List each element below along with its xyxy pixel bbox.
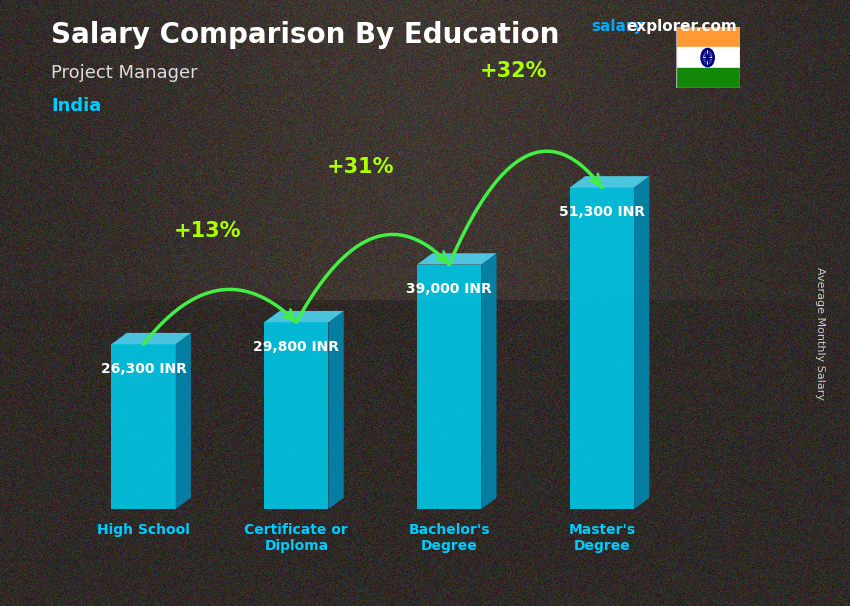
Text: explorer.com: explorer.com — [626, 19, 737, 35]
Polygon shape — [417, 265, 481, 509]
Text: 26,300 INR: 26,300 INR — [100, 362, 186, 376]
Polygon shape — [417, 253, 496, 265]
Polygon shape — [111, 344, 176, 509]
Polygon shape — [481, 253, 496, 509]
Text: India: India — [51, 97, 101, 115]
Text: Project Manager: Project Manager — [51, 64, 197, 82]
Polygon shape — [570, 187, 634, 509]
Text: salary: salary — [591, 19, 643, 35]
Polygon shape — [264, 322, 328, 509]
Polygon shape — [111, 333, 191, 344]
Polygon shape — [634, 176, 649, 509]
Text: Average Monthly Salary: Average Monthly Salary — [815, 267, 825, 400]
Text: +32%: +32% — [479, 61, 547, 81]
Bar — [676, 47, 740, 68]
Text: +31%: +31% — [326, 157, 394, 177]
Text: +13%: +13% — [174, 221, 241, 241]
Circle shape — [706, 56, 708, 59]
Bar — [676, 27, 740, 47]
Text: 39,000 INR: 39,000 INR — [406, 282, 492, 296]
Bar — [676, 68, 740, 88]
Polygon shape — [176, 333, 191, 509]
Polygon shape — [570, 176, 649, 187]
Text: 51,300 INR: 51,300 INR — [559, 205, 645, 219]
Text: Salary Comparison By Education: Salary Comparison By Education — [51, 21, 559, 49]
Polygon shape — [328, 311, 343, 509]
Polygon shape — [264, 311, 343, 322]
Text: 29,800 INR: 29,800 INR — [253, 340, 339, 354]
